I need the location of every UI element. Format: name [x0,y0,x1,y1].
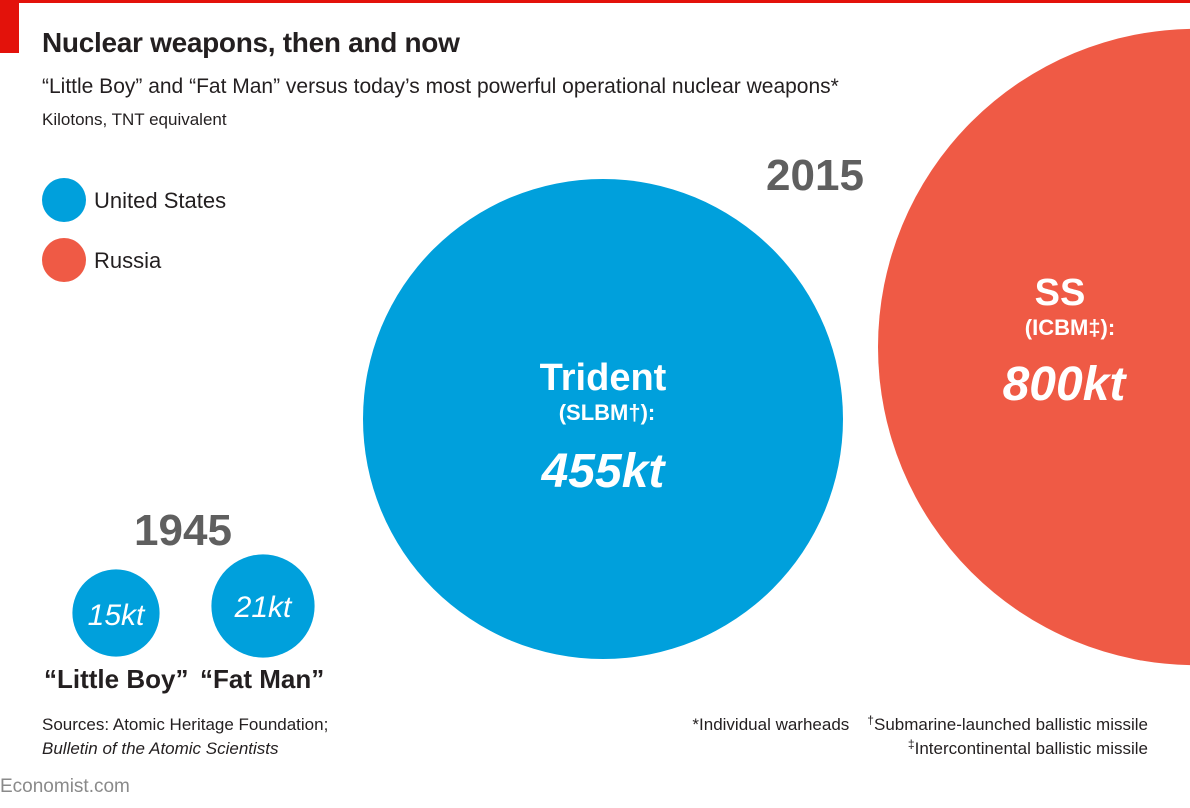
bubble-fat-man-value: 21kt [234,591,293,624]
bubble-ss [878,28,1190,666]
bubble-trident-sub: (SLBM†): [559,400,656,425]
footnote-double-dagger-mark: ‡ [907,737,915,751]
legend-swatch-united-states [42,178,86,222]
footnote-individual-warheads: *Individual warheads [692,715,850,734]
bubble-trident [363,179,843,659]
year-label-2015: 2015 [766,151,864,200]
legend-swatch-russia [42,238,86,282]
economist-red-tab [0,0,19,53]
bubble-trident-name: Trident [540,357,667,399]
year-label-1945: 1945 [134,506,232,555]
footnotes: *Individual warheads †Submarine-launched … [692,713,1148,761]
chart-subtitle: “Little Boy” and “Fat Man” versus today’… [42,75,839,98]
sources-line-1: Sources: Atomic Heritage Foundation; [42,715,329,734]
chart-title: Nuclear weapons, then and now [42,27,460,58]
economist-credit: Economist.com [0,776,130,797]
bubble-trident-value: 455kt [541,445,667,498]
bubble-little-boy-value: 15kt [88,599,146,632]
legend-label-russia: Russia [94,248,162,273]
sources-line-2: Bulletin of the Atomic Scientists [42,739,279,758]
footnote-icbm: Intercontinental ballistic missile [914,739,1148,758]
top-rule [0,0,1190,3]
footnote-dagger-mark: † [867,713,874,727]
sources-note: Sources: Atomic Heritage Foundation; Bul… [42,713,328,761]
bubble-ss-value: 800kt [1003,358,1128,411]
label-fat-man: “Fat Man” [200,664,325,694]
bubble-little-boy [72,569,160,657]
footnote-slbm: Submarine-launched ballistic missile [873,715,1148,734]
bubble-fat-man [211,554,315,658]
label-little-boy: “Little Boy” [44,664,189,694]
bubble-ss-name: SS [1035,272,1086,314]
footnote-row-1: *Individual warheads †Submarine-launched … [692,713,1148,737]
chart-units: Kilotons, TNT equivalent [42,110,227,129]
footnote-row-2: ‡Intercontinental ballistic missile [692,737,1148,761]
legend-label-united-states: United States [94,188,227,213]
bubble-ss-sub: (ICBM‡): [1025,315,1115,340]
